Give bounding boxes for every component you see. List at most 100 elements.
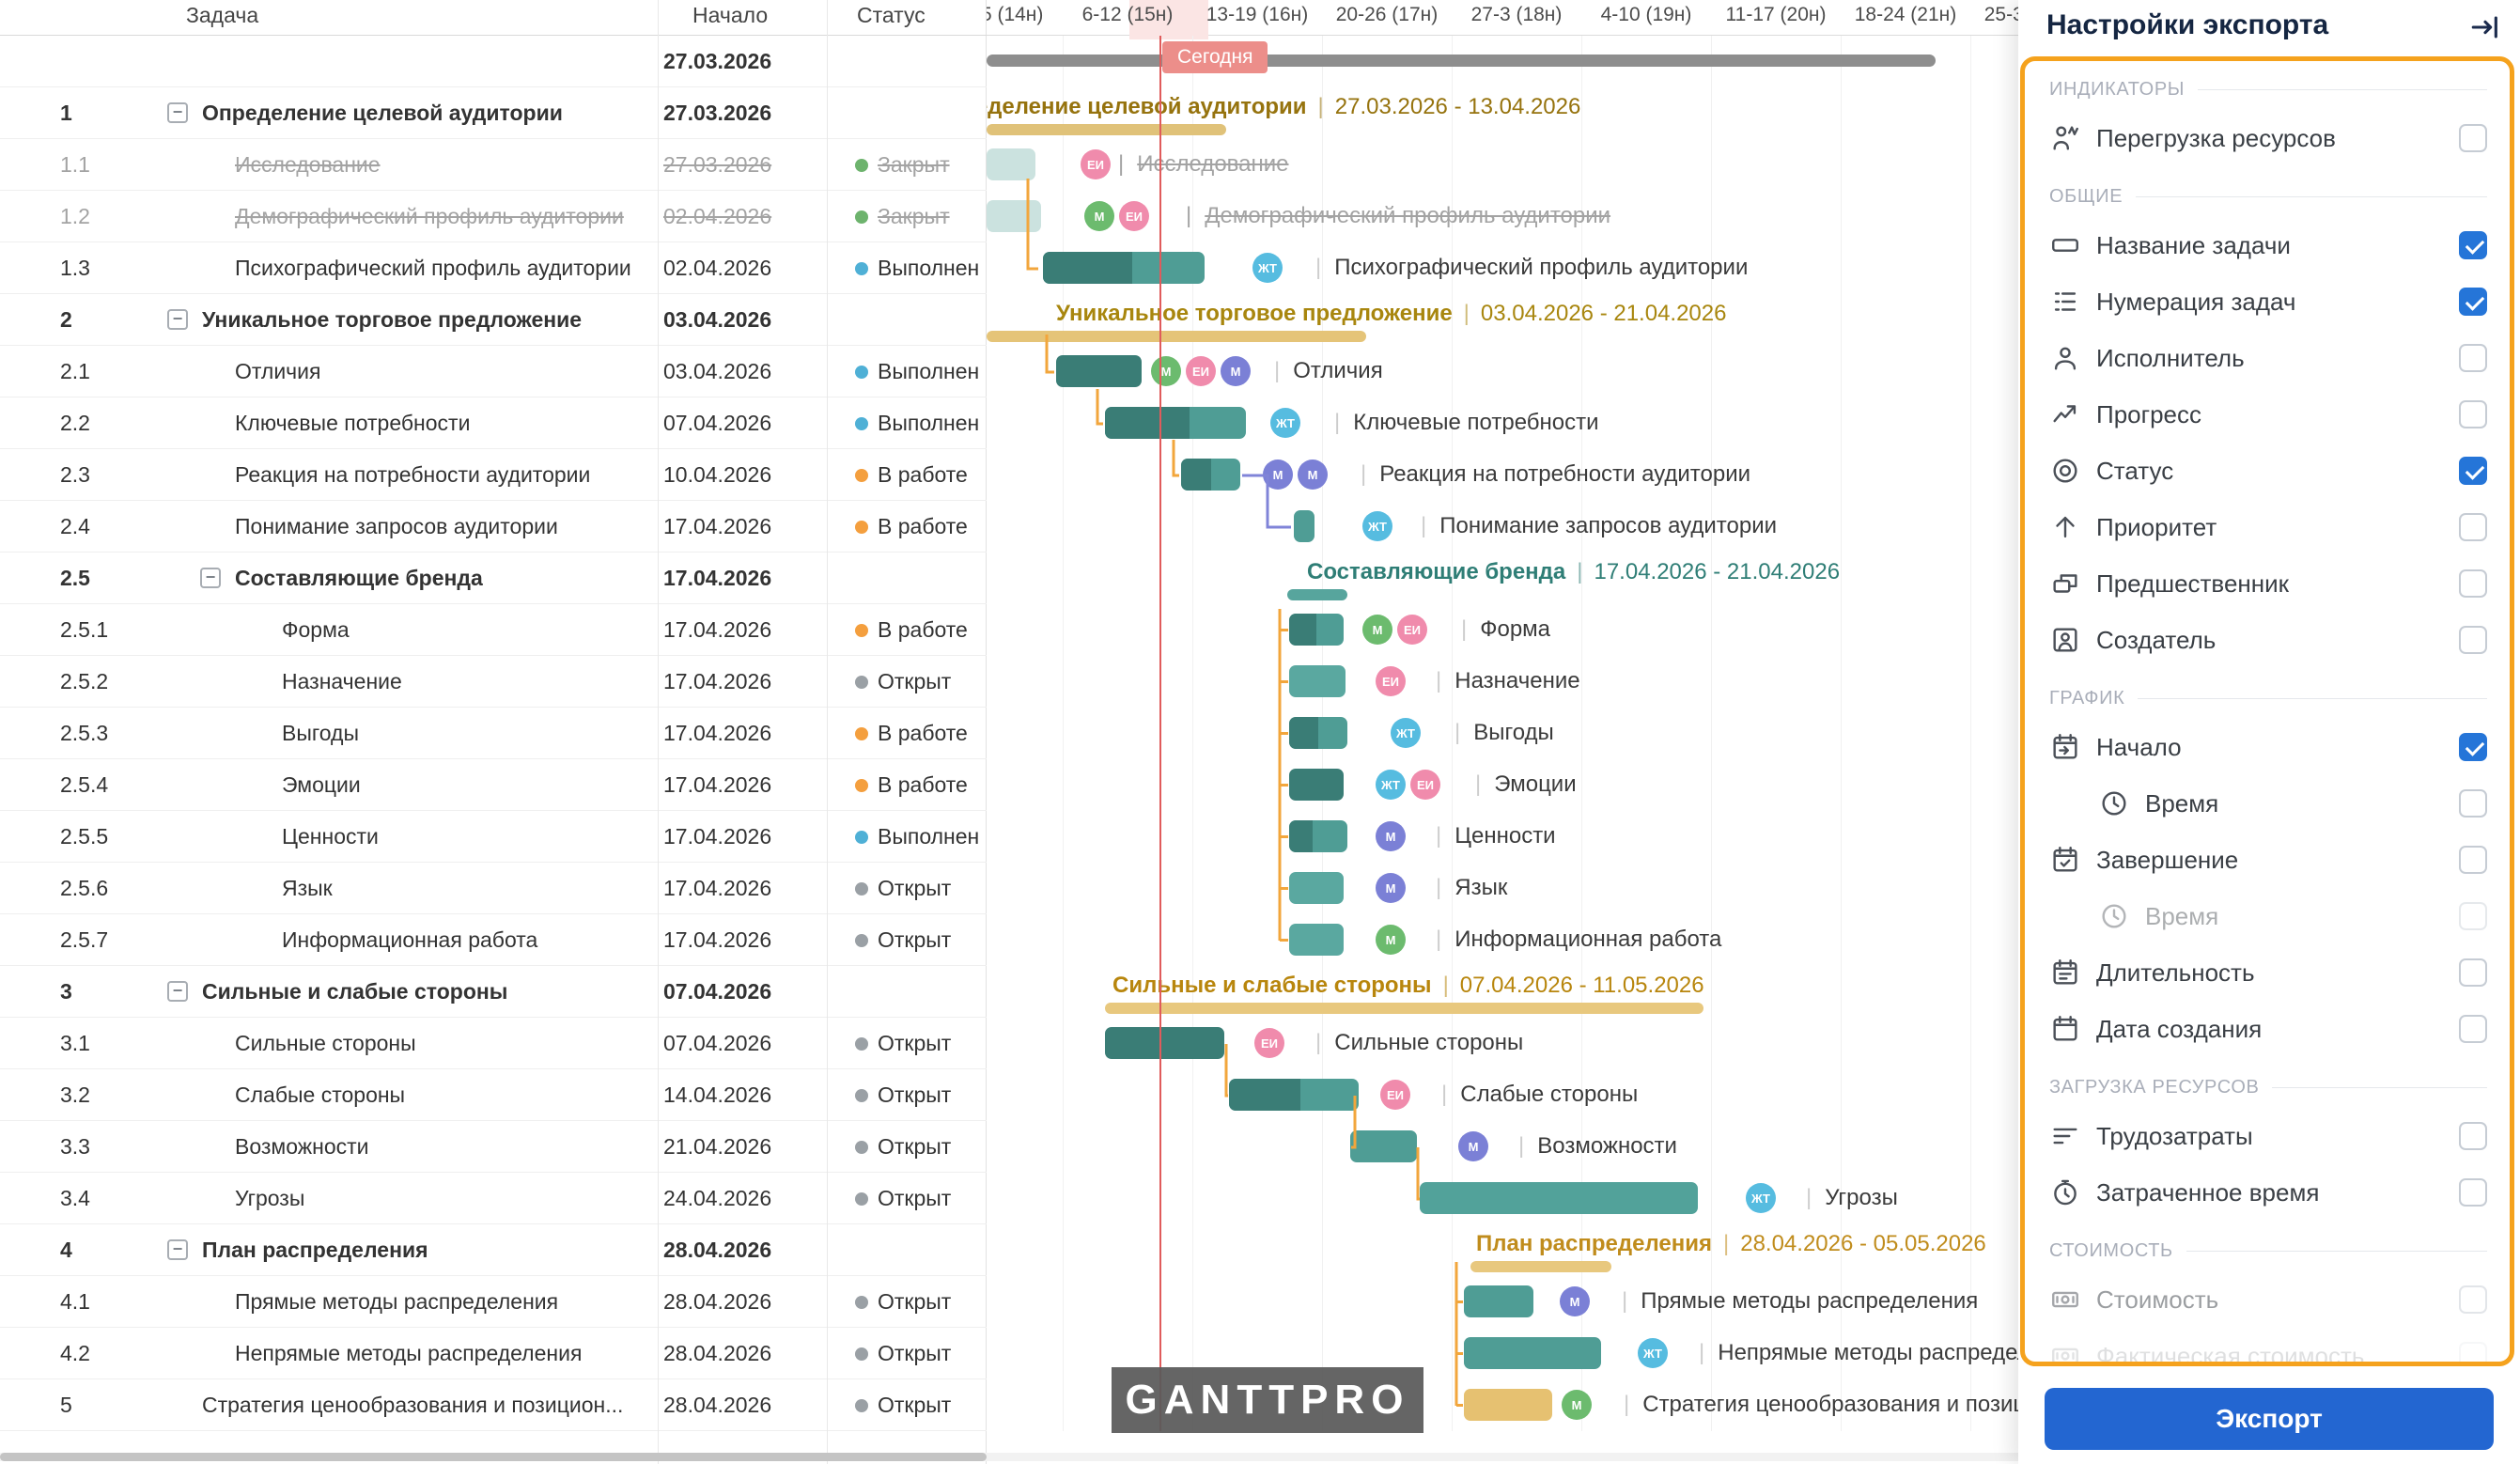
collapse-group-icon[interactable]: − [167, 309, 188, 330]
table-row[interactable]: 2 − Уникальное торговое предложение 03.04.2… [0, 294, 987, 346]
checkbox-cost[interactable] [2459, 1285, 2487, 1314]
column-header-task[interactable]: Задача [186, 3, 259, 27]
checkbox-start-date[interactable] [2459, 733, 2487, 761]
task-bar[interactable] [1289, 924, 1344, 956]
checkbox-time[interactable] [2459, 789, 2487, 818]
table-row[interactable]: 2.5.4 Эмоции 17.04.2026 В работе [0, 759, 987, 811]
export-option-time[interactable]: Время [2049, 888, 2487, 944]
checkbox-time-spent[interactable] [2459, 1178, 2487, 1207]
export-option-cost[interactable]: Стоимость [2049, 1271, 2487, 1328]
checkbox-creation-date[interactable] [2459, 1015, 2487, 1043]
table-row[interactable]: 2.5.7 Информационная работа 17.04.2026 Откр… [0, 914, 987, 966]
table-row[interactable]: 2.3 Реакция на потребности аудитории 10.04… [0, 449, 987, 501]
task-bar[interactable] [1105, 407, 1246, 439]
table-row[interactable]: 4 − План распределения 28.04.2026 [0, 1224, 987, 1276]
table-row[interactable]: 2.2 Ключевые потребности 07.04.2026 Выполне… [0, 397, 987, 449]
table-row[interactable]: 3.3 Возможности 21.04.2026 Открыт [0, 1121, 987, 1173]
task-bar[interactable] [1464, 1389, 1552, 1421]
table-row[interactable]: 1.1 Исследование 27.03.2026 Закрыт [0, 139, 987, 191]
task-bar[interactable] [1464, 1337, 1601, 1369]
checkbox-workload[interactable] [2459, 1122, 2487, 1150]
table-row[interactable]: 1.3 Психографический профиль аудитории 02.… [0, 242, 987, 294]
project-summary-row[interactable]: 27.03.2026 [0, 36, 987, 87]
group-summary-bar[interactable] [1287, 589, 1347, 600]
export-option-cost[interactable]: Фактическая стоимость [2049, 1328, 2487, 1362]
table-row[interactable]: 4.1 Прямые методы распределения 28.04.2026… [0, 1276, 987, 1328]
export-option-time-spent[interactable]: Затраченное время [2049, 1164, 2487, 1221]
checkbox-priority[interactable] [2459, 513, 2487, 541]
group-summary-bar[interactable] [987, 124, 1226, 135]
export-option-overload[interactable]: Перегрузка ресурсов [2049, 110, 2487, 166]
checkbox-time[interactable] [2459, 902, 2487, 930]
table-row[interactable]: 2.5 − Составляющие бренда 17.04.2026 [0, 553, 987, 604]
export-option-numbering[interactable]: Нумерация задач [2049, 273, 2487, 330]
export-option-workload[interactable]: Трудозатраты [2049, 1108, 2487, 1164]
checkbox-assignee[interactable] [2459, 344, 2487, 372]
export-option-creator[interactable]: Создатель [2049, 612, 2487, 668]
collapse-group-icon[interactable]: − [167, 102, 188, 123]
task-bar[interactable] [1181, 459, 1240, 491]
task-bar[interactable] [1229, 1079, 1359, 1111]
table-row[interactable]: 3.2 Слабые стороны 14.04.2026 Открыт [0, 1069, 987, 1121]
export-option-time[interactable]: Время [2049, 775, 2487, 832]
table-row[interactable]: 3.4 Угрозы 24.04.2026 Открыт [0, 1173, 987, 1224]
task-bar[interactable] [1464, 1285, 1533, 1317]
export-option-status[interactable]: Статус [2049, 443, 2487, 499]
task-bar[interactable] [1350, 1130, 1417, 1162]
table-row[interactable]: 2.1 Отличия 03.04.2026 Выполнен [0, 346, 987, 397]
table-row[interactable]: 2.5.6 Язык 17.04.2026 Открыт [0, 863, 987, 914]
task-bar[interactable] [1289, 769, 1344, 801]
scrollbar-thumb[interactable] [0, 1453, 987, 1461]
checkbox-end-date[interactable] [2459, 846, 2487, 874]
task-bar[interactable] [1289, 872, 1344, 904]
checkbox-numbering[interactable] [2459, 288, 2487, 316]
task-bar[interactable] [1043, 252, 1205, 284]
export-option-task-name[interactable]: Название задачи [2049, 217, 2487, 273]
export-option-end-date[interactable]: Завершение [2049, 832, 2487, 888]
table-row[interactable]: 2.5.5 Ценности 17.04.2026 Выполнен [0, 811, 987, 863]
table-row[interactable]: 1 − Определение целевой аудитории 27.03.202… [0, 87, 987, 139]
export-button[interactable]: Экспорт [2045, 1388, 2494, 1450]
checkbox-creator[interactable] [2459, 626, 2487, 654]
table-row[interactable]: 2.5.3 Выгоды 17.04.2026 В работе [0, 708, 987, 759]
checkbox-overload[interactable] [2459, 124, 2487, 152]
column-header-status[interactable]: Статус [857, 3, 926, 27]
collapse-group-icon[interactable]: − [200, 568, 221, 588]
checkbox-cost[interactable] [2459, 1342, 2487, 1362]
task-bar[interactable] [1105, 1027, 1224, 1059]
horizontal-scrollbar[interactable] [0, 1453, 2018, 1461]
export-option-predecessor[interactable]: Предшественник [2049, 555, 2487, 612]
task-bar[interactable] [1289, 665, 1346, 697]
group-summary-bar[interactable] [987, 331, 1366, 342]
export-option-assignee[interactable]: Исполнитель [2049, 330, 2487, 386]
task-bar[interactable] [1289, 820, 1347, 852]
checkbox-progress[interactable] [2459, 400, 2487, 428]
task-bar[interactable] [1294, 510, 1314, 542]
column-header-start[interactable]: Начало [692, 3, 769, 27]
export-option-creation-date[interactable]: Дата создания [2049, 1001, 2487, 1057]
table-row[interactable]: 2.4 Понимание запросов аудитории 17.04.202… [0, 501, 987, 553]
task-bar[interactable] [1056, 355, 1142, 387]
checkbox-predecessor[interactable] [2459, 569, 2487, 598]
export-option-priority[interactable]: Приоритет [2049, 499, 2487, 555]
table-row[interactable]: 2.5.2 Назначение 17.04.2026 Открыт [0, 656, 987, 708]
table-row[interactable]: 1.2 Демографический профиль аудитории 02.0… [0, 191, 987, 242]
checkbox-duration[interactable] [2459, 958, 2487, 987]
collapse-panel-icon[interactable] [2469, 11, 2501, 43]
checkbox-task-name[interactable] [2459, 231, 2487, 259]
group-summary-bar[interactable] [1105, 1003, 1703, 1014]
export-option-progress[interactable]: Прогресс [2049, 386, 2487, 443]
table-row[interactable]: 4.2 Непрямые методы распределения 28.04.20… [0, 1328, 987, 1379]
group-summary-bar[interactable] [1470, 1261, 1611, 1272]
export-option-start-date[interactable]: Начало [2049, 719, 2487, 775]
task-bar[interactable] [1289, 717, 1347, 749]
checkbox-status[interactable] [2459, 457, 2487, 485]
collapse-group-icon[interactable]: − [167, 1239, 188, 1260]
table-row[interactable]: 3 − Сильные и слабые стороны 07.04.2026 [0, 966, 987, 1018]
export-option-duration[interactable]: Длительность [2049, 944, 2487, 1001]
collapse-group-icon[interactable]: − [167, 981, 188, 1002]
table-row[interactable]: 3.1 Сильные стороны 07.04.2026 Открыт [0, 1018, 987, 1069]
table-row[interactable]: 5 Стратегия ценообразования и позицион...… [0, 1379, 987, 1431]
task-bar[interactable] [1420, 1182, 1698, 1214]
table-row[interactable]: 2.5.1 Форма 17.04.2026 В работе [0, 604, 987, 656]
